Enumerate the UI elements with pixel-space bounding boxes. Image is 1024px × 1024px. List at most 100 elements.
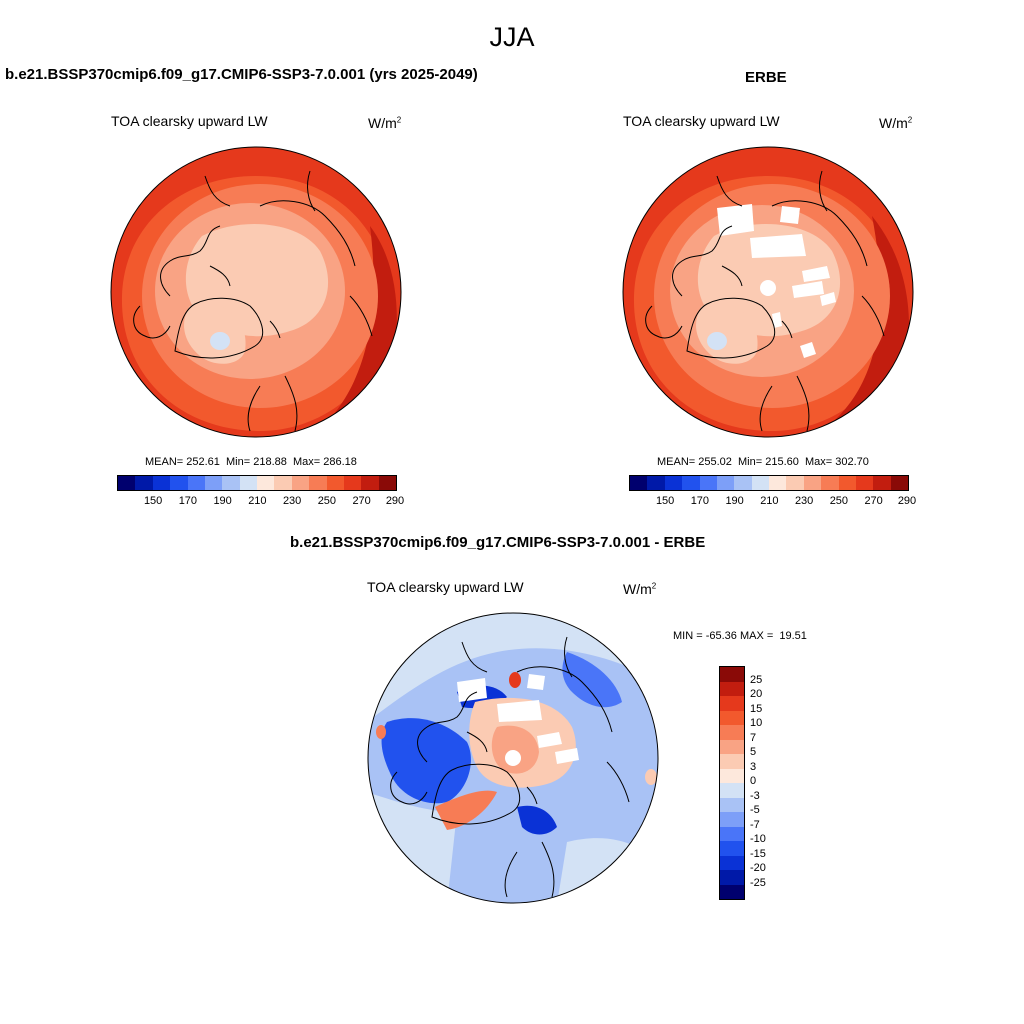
- model-colorbar-bin: [170, 476, 188, 490]
- diff-tick: -3: [750, 790, 760, 802]
- diff-colorbar-bin: [720, 812, 744, 827]
- obs-tick: 290: [897, 495, 917, 507]
- model-polar-map: [110, 146, 402, 438]
- obs-colorbar: [629, 475, 909, 491]
- obs-tick: 250: [829, 495, 849, 507]
- model-panel-title: b.e21.BSSP370cmip6.f09_g17.CMIP6-SSP3-7.…: [5, 66, 478, 83]
- obs-tick: 230: [794, 495, 814, 507]
- model-colorbar-bin: [257, 476, 275, 490]
- model-tick: 270: [352, 495, 371, 507]
- model-colorbar-bin: [135, 476, 153, 490]
- diff-tick: 5: [750, 746, 757, 758]
- diff-colorbar-bin: [720, 797, 744, 812]
- diff-colorbar-bin: [720, 870, 744, 885]
- obs-colorbar-ticks: 150 170 190 210 230 250 270 290: [629, 495, 916, 509]
- diff-tick: 7: [750, 732, 757, 744]
- diff-colorbar-bin: [720, 710, 744, 725]
- obs-stats: MEAN= 255.02 Min= 215.60 Max= 302.70: [657, 456, 869, 468]
- obs-panel-title: ERBE: [745, 69, 787, 86]
- model-tick: 190: [213, 495, 232, 507]
- model-colorbar-bin: [204, 476, 223, 490]
- model-colorbar-bin: [378, 476, 396, 490]
- diff-units-label: W/m2: [623, 581, 657, 597]
- obs-colorbar-bin: [716, 476, 735, 490]
- diff-polar-map: [367, 612, 659, 904]
- model-tick: 150: [143, 495, 163, 507]
- diff-tick: -10: [750, 833, 766, 845]
- model-colorbar-bin: [239, 476, 257, 490]
- diff-colorbar-bin: [720, 725, 744, 740]
- diff-colorbar-bin: [720, 739, 744, 754]
- obs-colorbar-bin: [786, 476, 804, 490]
- diff-tick: 10: [750, 717, 763, 729]
- diff-tick: 15: [750, 703, 763, 715]
- obs-colorbar-bin: [803, 476, 822, 490]
- obs-colorbar-bin: [630, 476, 648, 490]
- obs-polar-map: [622, 146, 914, 438]
- obs-colorbar-bin: [821, 476, 839, 490]
- model-colorbar-bin: [291, 476, 310, 490]
- diff-colorbar-bin: [720, 696, 744, 711]
- model-tick: 170: [178, 495, 198, 507]
- diff-colorbar-bin: [720, 841, 744, 856]
- diff-panel-title: b.e21.BSSP370cmip6.f09_g17.CMIP6-SSP3-7.…: [290, 534, 706, 551]
- obs-colorbar-bin: [769, 476, 787, 490]
- diff-tick: 3: [750, 761, 757, 773]
- diff-tick: -20: [750, 862, 766, 874]
- obs-colorbar-bin: [647, 476, 665, 490]
- obs-colorbar-bin: [734, 476, 752, 490]
- model-tick: 210: [248, 495, 267, 507]
- model-colorbar-bin: [118, 476, 136, 490]
- obs-colorbar-bin: [873, 476, 891, 490]
- model-tick: 290: [385, 495, 405, 507]
- obs-tick: 270: [864, 495, 883, 507]
- model-units-label: W/m2: [368, 115, 402, 131]
- diff-colorbar-bin: [720, 855, 744, 870]
- obs-units-label: W/m2: [879, 115, 913, 131]
- obs-colorbar-bin: [855, 476, 874, 490]
- model-variable-label: TOA clearsky upward LW: [111, 113, 268, 129]
- obs-colorbar-bin: [751, 476, 769, 490]
- model-colorbar-bin: [343, 476, 362, 490]
- diff-tick: 25: [750, 674, 763, 686]
- diff-colorbar-bin: [720, 884, 744, 899]
- diff-tick: -25: [750, 877, 766, 889]
- diff-colorbar-bin: [720, 826, 744, 841]
- model-colorbar-bin: [309, 476, 327, 490]
- obs-colorbar-bin: [890, 476, 908, 490]
- diff-colorbar-bin: [720, 667, 744, 682]
- model-colorbar-bin: [222, 476, 240, 490]
- obs-tick: 170: [690, 495, 710, 507]
- model-colorbar-ticks: 150 170 190 210 230 250 270 290: [117, 495, 404, 509]
- diff-colorbar-bin: [720, 783, 744, 798]
- model-colorbar: [117, 475, 397, 491]
- obs-tick: 150: [655, 495, 675, 507]
- diff-stats: MIN = -65.36 MAX = 19.51: [673, 630, 807, 642]
- diff-tick: -15: [750, 848, 766, 860]
- obs-tick: 190: [725, 495, 744, 507]
- model-colorbar-bin: [274, 476, 292, 490]
- diff-tick: -5: [750, 804, 760, 816]
- model-colorbar-bin: [187, 476, 205, 490]
- model-colorbar-bin: [152, 476, 171, 490]
- diff-colorbar-bin: [720, 768, 744, 783]
- model-tick: 230: [282, 495, 302, 507]
- diff-colorbar: [719, 666, 745, 900]
- diff-colorbar-ticks: 25 20 15 10 7 5 3 0 -3 -5 -7 -10 -15 -20…: [750, 666, 790, 898]
- diff-colorbar-bin: [720, 681, 744, 696]
- diff-tick: 20: [750, 688, 763, 700]
- main-title: JJA: [489, 22, 535, 52]
- model-tick: 250: [317, 495, 337, 507]
- obs-colorbar-bin: [664, 476, 683, 490]
- obs-colorbar-bin: [682, 476, 700, 490]
- diff-tick: -7: [750, 819, 760, 831]
- obs-variable-label: TOA clearsky upward LW: [623, 113, 780, 129]
- diff-variable-label: TOA clearsky upward LW: [367, 579, 524, 595]
- obs-colorbar-bin: [699, 476, 717, 490]
- obs-tick: 210: [760, 495, 779, 507]
- obs-colorbar-bin: [838, 476, 856, 490]
- model-stats: MEAN= 252.61 Min= 218.88 Max= 286.18: [145, 456, 357, 468]
- diff-tick: 0: [750, 775, 757, 787]
- diff-colorbar-bin: [720, 754, 744, 769]
- model-colorbar-bin: [326, 476, 344, 490]
